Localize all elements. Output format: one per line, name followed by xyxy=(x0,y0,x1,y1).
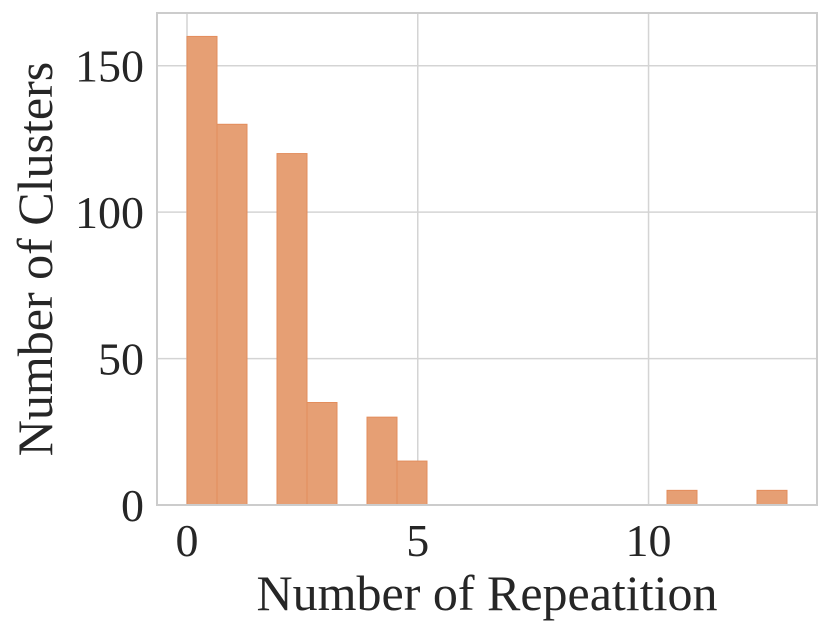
y-tick-labels: 0 50 100 150 xyxy=(75,41,144,531)
histogram-bar xyxy=(276,153,308,506)
x-tick-label: 0 xyxy=(176,515,199,566)
y-tick-label: 150 xyxy=(75,41,144,92)
x-tick-labels: 0 5 10 xyxy=(176,515,672,566)
histogram-bar xyxy=(396,460,428,506)
histogram-bar xyxy=(216,123,248,506)
x-tick-label: 10 xyxy=(626,515,672,566)
x-axis-label: Number of Repeatition xyxy=(257,565,718,621)
plot-frame xyxy=(156,12,818,506)
y-tick-label: 0 xyxy=(121,480,144,531)
histogram-bar xyxy=(306,402,338,506)
histogram-bar xyxy=(666,489,698,506)
histogram-bar xyxy=(366,416,398,506)
y-tick-label: 50 xyxy=(98,334,144,385)
y-axis-label: Number of Clusters xyxy=(7,62,63,456)
histogram-bar xyxy=(756,489,788,506)
histogram-bar xyxy=(186,35,218,506)
plot-background xyxy=(157,13,817,505)
y-tick-label: 100 xyxy=(75,187,144,238)
x-tick-label: 5 xyxy=(406,515,429,566)
